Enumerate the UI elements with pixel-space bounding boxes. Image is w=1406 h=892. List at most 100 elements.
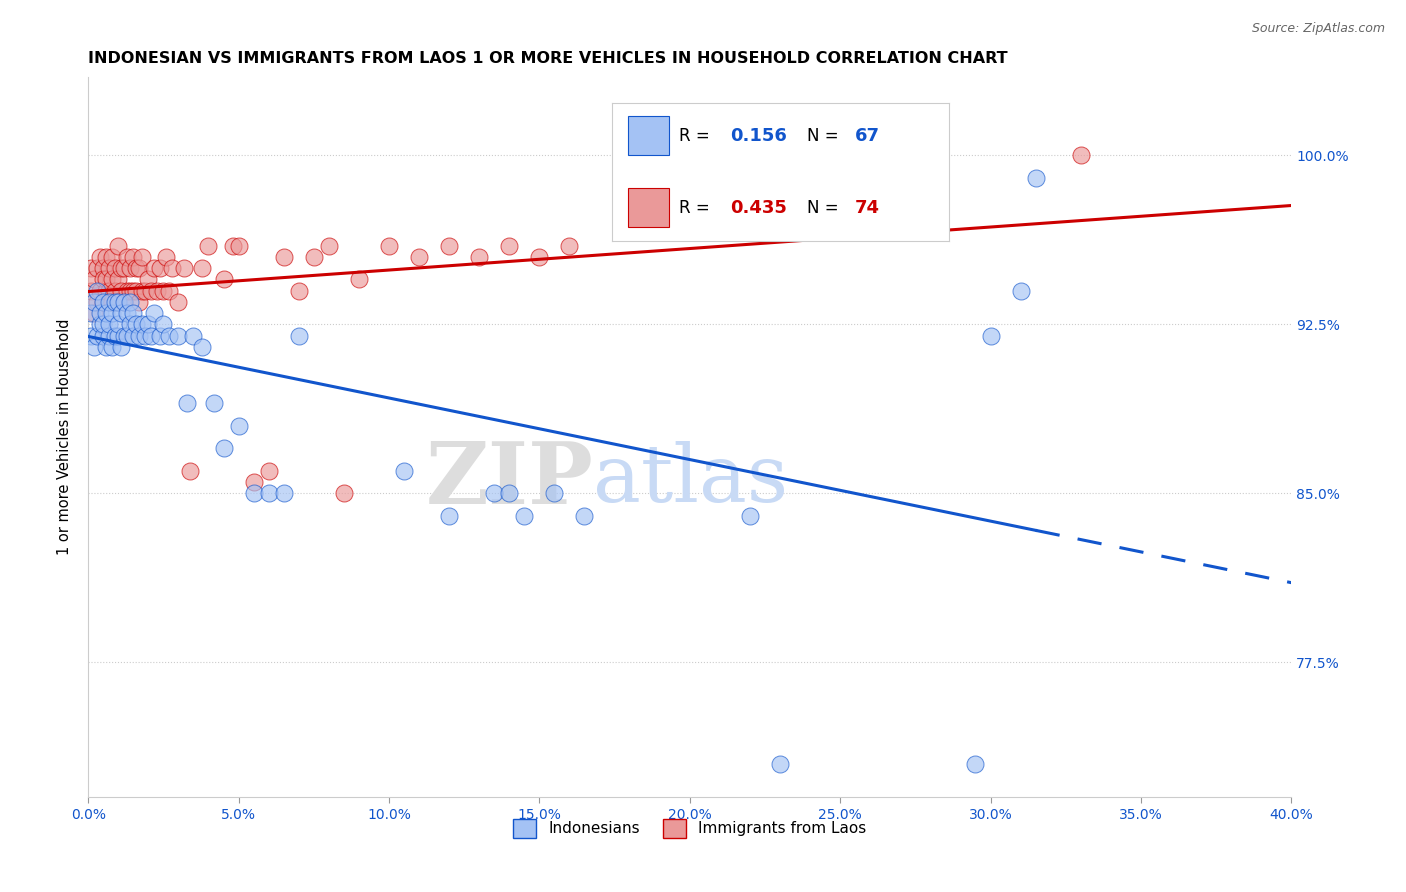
Point [141, 284, 163, 298]
Point [107, 238, 129, 252]
Point [107, 328, 129, 343]
Text: 74: 74 [855, 199, 880, 217]
Point [104, 261, 127, 276]
Point [167, 294, 190, 309]
Point [104, 328, 127, 343]
Point [107, 272, 129, 286]
Point [120, 284, 142, 298]
Point [212, 272, 235, 286]
Point [128, 261, 150, 276]
Point [125, 261, 148, 276]
Point [965, 756, 987, 771]
Point [484, 486, 506, 500]
Point [173, 261, 195, 276]
Point [146, 284, 169, 298]
Point [101, 250, 124, 264]
Text: 67: 67 [855, 127, 880, 145]
Point [1025, 170, 1047, 185]
Point [86, 284, 108, 298]
Text: N =: N = [807, 127, 844, 145]
Point [122, 328, 145, 343]
Bar [628, 188, 669, 227]
Point [96, 272, 118, 286]
Point [162, 261, 184, 276]
Point [122, 306, 145, 320]
Text: ZIP: ZIP [426, 438, 593, 522]
Point [91, 328, 114, 343]
Point [437, 238, 460, 252]
Point [143, 306, 166, 320]
Point [141, 328, 163, 343]
Point [110, 284, 132, 298]
Point [117, 306, 139, 320]
Point [468, 250, 491, 264]
Point [80, 284, 103, 298]
Point [152, 284, 174, 298]
Point [83, 294, 105, 309]
Point [80, 306, 103, 320]
Point [155, 250, 177, 264]
Point [104, 294, 127, 309]
Point [98, 328, 121, 343]
Point [273, 250, 295, 264]
Point [117, 284, 139, 298]
Point [221, 238, 243, 252]
Point [318, 238, 340, 252]
Point [120, 318, 142, 332]
Point [83, 306, 105, 320]
Point [101, 340, 124, 354]
Point [112, 294, 135, 309]
Point [89, 306, 111, 320]
Point [769, 756, 792, 771]
Point [117, 328, 139, 343]
Point [242, 475, 264, 489]
Point [191, 261, 214, 276]
Point [80, 261, 103, 276]
Point [131, 318, 153, 332]
Point [134, 284, 156, 298]
Point [98, 284, 121, 298]
Point [242, 486, 264, 500]
Point [302, 250, 325, 264]
Point [128, 294, 150, 309]
Point [191, 340, 214, 354]
Y-axis label: 1 or more Vehicles in Household: 1 or more Vehicles in Household [58, 318, 72, 555]
Point [117, 250, 139, 264]
Text: N =: N = [807, 199, 844, 217]
Point [122, 284, 145, 298]
Point [273, 486, 295, 500]
Point [513, 508, 536, 523]
Point [125, 318, 148, 332]
Point [110, 306, 132, 320]
Point [91, 318, 114, 332]
Point [257, 486, 280, 500]
Point [149, 328, 172, 343]
Point [96, 284, 118, 298]
Point [131, 250, 153, 264]
Point [91, 261, 114, 276]
Point [167, 328, 190, 343]
Point [128, 328, 150, 343]
Point [212, 442, 235, 456]
Point [98, 294, 121, 309]
Text: R =: R = [679, 127, 716, 145]
Point [98, 318, 121, 332]
Point [107, 294, 129, 309]
Point [149, 261, 172, 276]
Point [96, 340, 118, 354]
Point [80, 328, 103, 343]
Point [120, 261, 142, 276]
Text: INDONESIAN VS IMMIGRANTS FROM LAOS 1 OR MORE VEHICLES IN HOUSEHOLD CORRELATION C: INDONESIAN VS IMMIGRANTS FROM LAOS 1 OR … [89, 51, 1008, 66]
Bar [628, 116, 669, 155]
Point [228, 418, 250, 433]
Text: Source: ZipAtlas.com: Source: ZipAtlas.com [1251, 22, 1385, 36]
Point [131, 284, 153, 298]
Point [101, 306, 124, 320]
Point [558, 238, 581, 252]
Point [83, 340, 105, 354]
Point [122, 250, 145, 264]
Point [101, 272, 124, 286]
Point [152, 318, 174, 332]
Point [257, 464, 280, 478]
Legend: Indonesians, Immigrants from Laos: Indonesians, Immigrants from Laos [508, 813, 872, 844]
